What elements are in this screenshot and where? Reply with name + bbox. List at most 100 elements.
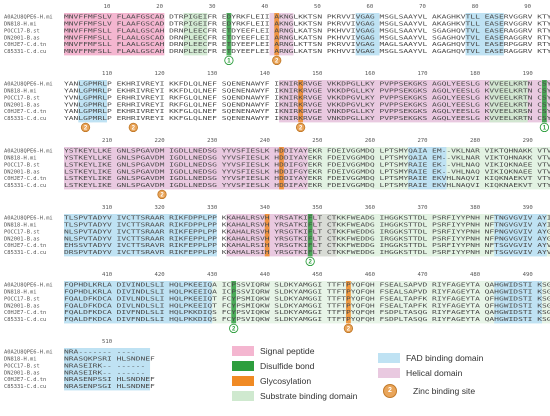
ruler-number: 450 <box>312 272 322 278</box>
sequence-residues: FQALDFKDCA DIVLNDLSLI HQLPKEEIQT FCYPSMI… <box>64 303 550 309</box>
legend-substrate-binding: Substrate binding domain <box>232 391 357 401</box>
domain-band <box>64 348 151 391</box>
ruler-number: 390 <box>523 205 533 211</box>
sequence-residues: NRASENPSGI HLSNDNEF <box>64 384 155 390</box>
ruler-number: 110 <box>102 71 112 77</box>
legend-fad-binding: FAD binding domain <box>378 353 483 363</box>
ruler-number: 20 <box>156 4 163 10</box>
ruler-number: 330 <box>207 205 217 211</box>
legend-zinc-site: 2 Zinc binding site <box>378 384 475 398</box>
sequence-name: A0A2U8QPE6-H.mi <box>4 15 53 21</box>
sequence-residues: NRASEIRK-- ------ <box>64 363 145 369</box>
sequence-name: C85331-C.d.cu <box>4 183 46 189</box>
ruler-number: 220 <box>155 138 165 144</box>
legend-label: Disulfide bond <box>260 361 315 371</box>
marker-label: 2 <box>132 126 136 132</box>
substrate-binding-swatch <box>232 391 254 401</box>
domain-band <box>183 13 208 56</box>
signal-peptide-swatch <box>232 346 254 356</box>
domain-highlights <box>64 13 550 391</box>
domain-band <box>355 13 380 56</box>
zinc-marker-icon <box>343 323 354 334</box>
sequence-name: DN2001-B.as <box>4 102 40 108</box>
site-column <box>298 80 303 123</box>
ruler-number: 30 <box>209 4 216 10</box>
domain-band <box>494 281 542 324</box>
ruler-number: 120 <box>155 71 165 77</box>
sequence-residues: MNVFFMFSLV FLAAFGSCAD DTRPIGEIFR EDYRKFL… <box>64 22 550 28</box>
ruler-number: 230 <box>207 138 217 144</box>
ruler-number: 180 <box>470 71 480 77</box>
domain-band <box>64 13 165 56</box>
sequence-residues: MNVFFMFSLV FLAAFGSCAD DTRPIGEIFR EDYRKFL… <box>64 15 550 21</box>
sequence-residues: LSTKEYLIKE GNLSPGAVDM IGDLLNEDSG YYVSFIE… <box>64 169 550 175</box>
zinc-marker-icon <box>128 122 138 133</box>
domain-band <box>408 147 447 190</box>
sequence-name: A0A2U8QPE6-H.mi <box>4 82 53 88</box>
sequence-name: DN818-H.mi <box>4 89 36 95</box>
ruler-number: 310 <box>102 205 112 211</box>
sequence-name: POCC17-B.st <box>4 363 40 369</box>
ruler-number: 510 <box>102 339 112 345</box>
ruler-number: 140 <box>260 71 270 77</box>
sequence-residues: FQALDFKDCA DIVLNDLSLI HQLPKEEIQT FCYPSMI… <box>64 296 550 302</box>
sequence-name: DN2001-B.as <box>4 169 40 175</box>
sequence-name: A0A2U8QPE6-H.mi <box>4 350 53 356</box>
ruler-number: 480 <box>470 272 480 278</box>
sequence-name: DN818-H.mi <box>4 22 36 28</box>
disulfide-marker-icon <box>229 323 239 334</box>
disulfide-marker-icon <box>305 256 315 267</box>
glycosylation-swatch <box>232 376 254 386</box>
sequence-residues: LSTKEYLIKE GNLSPGAVDM IGDLLNEDSG YYVSFIE… <box>64 176 550 182</box>
ruler-number: 370 <box>417 205 427 211</box>
sequence-residues: LSTKEYLIKE GNLSPGAVDM IGDLLNEDSG YYVSFIE… <box>64 183 550 189</box>
ruler-number: 40 <box>261 4 268 10</box>
domain-band <box>64 147 308 190</box>
sequence-name: C85331-C.d.cu <box>4 49 46 55</box>
ruler-number: 490 <box>523 272 533 278</box>
legend-glycosylation: Glycosylation <box>232 376 311 386</box>
sequence-residues: MNVFFMFSLL FLAALGSCAH DRNPLEECFR ETDYEEF… <box>64 49 550 55</box>
domain-band <box>64 214 217 257</box>
ruler-number: 470 <box>417 272 427 278</box>
sequence-residues: YANLGPMRLP EKHRIVREYI KKFDLQLNEF SQENENA… <box>64 89 550 95</box>
ruler-number: 80 <box>472 4 479 10</box>
sequence-residues: NRASQKPSRI HLSNDNEF <box>64 357 155 363</box>
ruler-number: 320 <box>155 205 165 211</box>
ruler-number: 190 <box>523 71 533 77</box>
sequence-name: DN2001-B.as <box>4 236 40 242</box>
sequence-residues: NLSPVTADYV IVCTTSRAAR RIKFEPPLPP KKAHALR… <box>64 229 550 235</box>
ruler-number: 380 <box>470 205 480 211</box>
marker-label: 1 <box>227 59 231 65</box>
sequence-residues: NRA------- ---- <box>64 350 136 356</box>
sequence-name: DN818-H.mi <box>4 156 36 162</box>
sequence-name: A0A2U8QPE6-H.mi <box>4 283 53 289</box>
site-markers: 1 2 2 2 1 2 2 2 2 2 <box>80 55 550 334</box>
site-column <box>226 13 232 56</box>
sequence-residues: FQALDFKDCA DIVFNDLSLI HQLPKKDIQS FCYPSVI… <box>64 310 550 316</box>
zinc-marker-icon <box>80 122 91 133</box>
legend-disulfide-bond: Disulfide bond <box>232 361 314 371</box>
sequence-residues: NRASEIRK-- ------ <box>64 370 145 376</box>
ruler-number: 60 <box>367 4 374 10</box>
ruler-number: 350 <box>312 205 322 211</box>
sequence-name: DN818-H.mi <box>4 290 36 296</box>
ruler-number: 440 <box>260 272 270 278</box>
zinc-marker-icon <box>295 122 306 133</box>
legend-label: Signal peptide <box>260 346 315 356</box>
ruler-number: 410 <box>102 272 112 278</box>
fad-binding-swatch <box>378 353 400 363</box>
ruler-number: 150 <box>312 71 322 77</box>
site-column <box>274 13 280 56</box>
sequence-name: DN2001-B.as <box>4 370 40 376</box>
ruler-number: 210 <box>102 138 112 144</box>
sequence-name: C85331-C.d.cu <box>4 317 46 323</box>
sequence-name: A0A2U8QPE6-H.mi <box>4 149 53 155</box>
helical-swatch <box>378 368 400 378</box>
site-column <box>279 147 284 190</box>
sequence-name: DN2001-B.as <box>4 303 40 309</box>
sequence-residues: YVNLGPMRLP ERHRIVREYI RKFGLQLNEF SQENDNA… <box>64 95 550 101</box>
legend-helical: Helical domain <box>378 368 462 378</box>
domain-band <box>489 80 528 123</box>
disulfide-marker-icon <box>224 55 234 66</box>
